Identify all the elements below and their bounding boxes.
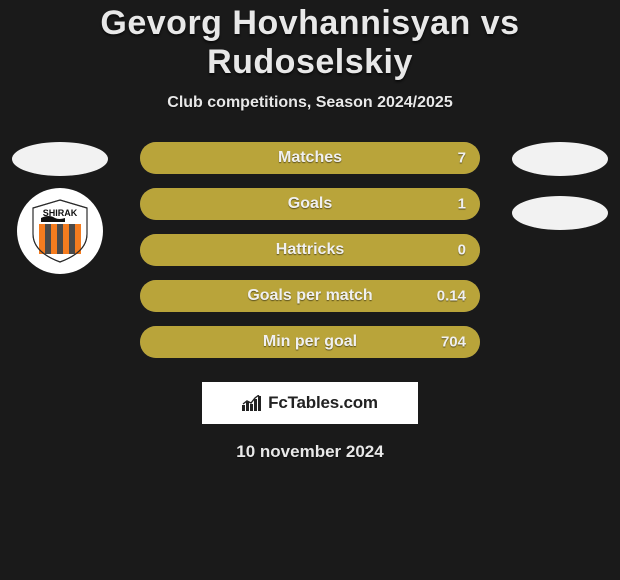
left-player-col: SHIRAK <box>0 142 120 274</box>
stat-label: Matches <box>278 149 342 167</box>
page-title: Gevorg Hovhannisyan vs Rudoselskiy <box>0 4 620 82</box>
bar-chart-icon <box>242 395 264 411</box>
stat-bars: Matches 7 Goals 1 Hattricks 0 Goals per match 0… <box>140 142 480 358</box>
watermark-text: FcTables.com <box>268 393 378 413</box>
stat-value-right: 704 <box>441 334 466 351</box>
stat-value-right: 7 <box>458 150 466 167</box>
stat-bar: Hattricks 0 <box>140 234 480 266</box>
stat-bar: Matches 7 <box>140 142 480 174</box>
stat-value-right: 1 <box>458 196 466 213</box>
stat-label: Goals per match <box>247 287 372 305</box>
header: Gevorg Hovhannisyan vs Rudoselskiy Club … <box>0 0 620 112</box>
stat-value-right: 0 <box>458 242 466 259</box>
page-subtitle: Club competitions, Season 2024/2025 <box>0 94 620 112</box>
comparison-arena: SHIRAK Matches 7 Goals 1 Hattricks 0 Goals per… <box>0 142 620 358</box>
stat-value-right: 0.14 <box>437 288 466 305</box>
watermark: FcTables.com <box>202 382 418 424</box>
stat-bar: Goals 1 <box>140 188 480 220</box>
stat-label: Goals <box>288 195 332 213</box>
left-flag-oval <box>12 142 108 176</box>
right-player-col <box>500 142 620 230</box>
right-flag-oval-2 <box>512 196 608 230</box>
stat-bar: Min per goal 704 <box>140 326 480 358</box>
right-flag-oval-1 <box>512 142 608 176</box>
left-club-badge: SHIRAK <box>17 188 103 274</box>
stat-bar: Goals per match 0.14 <box>140 280 480 312</box>
snapshot-date: 10 november 2024 <box>0 442 620 462</box>
shirak-badge-icon: SHIRAK <box>25 196 95 266</box>
stat-label: Hattricks <box>276 241 344 259</box>
stat-label: Min per goal <box>263 333 357 351</box>
